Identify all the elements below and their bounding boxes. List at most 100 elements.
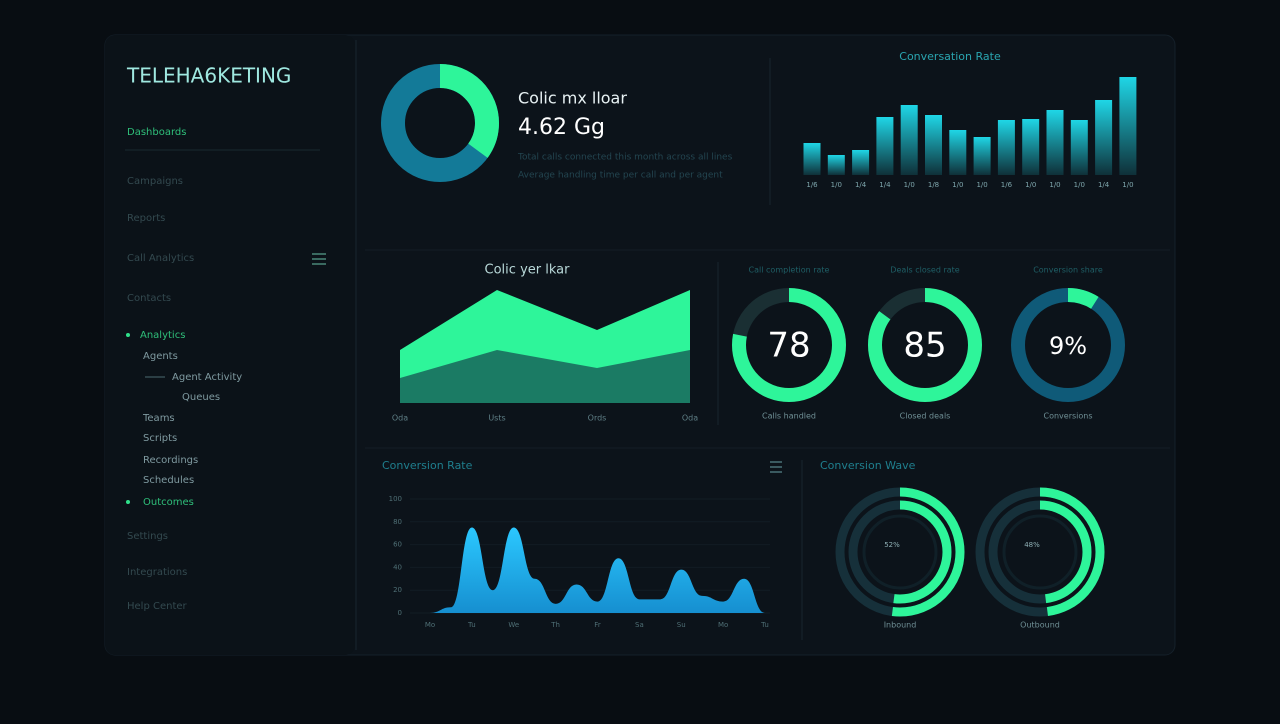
gauge-arc: [381, 64, 499, 182]
x-tick-label: Tu: [760, 621, 769, 629]
summary-title: Colic mx lloar: [518, 89, 627, 108]
bar: [852, 150, 870, 175]
gauge-arc: [848, 500, 952, 604]
y-tick-label: 100: [389, 495, 402, 503]
chart-title: Conversation Rate: [899, 50, 1001, 63]
x-tick-label: Su: [677, 621, 686, 629]
nav-item[interactable]: Scripts: [143, 433, 177, 444]
bar: [973, 137, 991, 175]
x-tick-label: 1/0: [831, 181, 842, 189]
gauge-header: Deals closed rate: [890, 266, 959, 275]
bar: [1022, 119, 1040, 175]
bar: [803, 143, 821, 175]
nav-item[interactable]: Campaigns: [127, 176, 183, 187]
bar: [1070, 120, 1088, 175]
nav-item[interactable]: Settings: [127, 531, 168, 542]
gauge-arc: [1011, 288, 1125, 402]
y-tick-label: 60: [393, 541, 402, 549]
nav-item[interactable]: Dashboards: [127, 127, 186, 138]
x-tick-label: 1/8: [928, 181, 939, 189]
gauge-arc: [835, 487, 965, 617]
bar: [1119, 77, 1137, 175]
ring-label: 48%: [1024, 541, 1040, 549]
gauge-header: Call completion rate: [749, 266, 830, 275]
x-tick-label: 1/4: [855, 181, 867, 189]
bar: [876, 117, 894, 175]
sidebar: [105, 35, 355, 655]
nav-bullet: [126, 333, 130, 337]
bar: [925, 115, 942, 175]
gauge-arc: [868, 288, 982, 402]
x-tick-label: 1/6: [806, 181, 818, 189]
area: [430, 527, 765, 613]
x-tick-label: 1/0: [904, 181, 915, 189]
ring-inner: [1002, 514, 1078, 590]
gauge-caption: Conversions: [1043, 412, 1092, 421]
x-tick-label: 1/0: [976, 181, 987, 189]
ring-inner: [862, 514, 938, 590]
nav-item[interactable]: Agent Activity: [172, 372, 242, 383]
x-tick-label: 1/0: [1074, 181, 1085, 189]
gauge-value: 85: [903, 326, 946, 366]
x-tick-label: Tu: [467, 621, 476, 629]
x-tick-label: Usts: [488, 414, 505, 423]
summary-note: Average handling time per call and per a…: [518, 171, 723, 181]
nav-item[interactable]: Outcomes: [143, 497, 194, 508]
nav-item[interactable]: Analytics: [140, 330, 185, 341]
nav-item[interactable]: Schedules: [143, 475, 194, 486]
menu-icon[interactable]: [312, 253, 326, 265]
gauge-caption: Closed deals: [900, 412, 951, 421]
bar: [949, 130, 967, 175]
x-tick-label: 1/0: [952, 181, 963, 189]
gauge-arc: [975, 487, 1105, 617]
bar: [997, 120, 1015, 175]
x-tick-label: Oda: [392, 414, 408, 423]
nav-item[interactable]: Contacts: [127, 293, 171, 304]
brand: TELEHA6KETING: [126, 64, 291, 88]
gauge-header: Conversion share: [1033, 266, 1103, 275]
nav-bullet: [126, 500, 130, 504]
x-tick-label: Mo: [425, 621, 435, 629]
chart-title: Conversion Wave: [820, 459, 916, 472]
summary-value: 4.62 Gg: [518, 115, 605, 140]
bar: [900, 105, 918, 175]
y-tick-label: 0: [398, 609, 402, 617]
area: [400, 350, 690, 403]
gauge-value: 78: [767, 326, 810, 366]
x-tick-label: Oda: [682, 414, 698, 423]
x-tick-label: Sa: [635, 621, 644, 629]
x-tick-label: 1/0: [1122, 181, 1133, 189]
bar: [1095, 100, 1113, 175]
x-tick-label: 1/6: [1001, 181, 1013, 189]
gauge-caption: Calls handled: [762, 412, 816, 421]
gauge-arc: [732, 288, 846, 402]
nav-item[interactable]: Agents: [143, 351, 178, 362]
y-tick-label: 80: [393, 518, 402, 526]
nav-item[interactable]: Reports: [127, 213, 165, 224]
nav-item[interactable]: Teams: [142, 413, 175, 424]
nav-item[interactable]: Recordings: [143, 455, 198, 466]
chart-title: Colic yer lkar: [485, 263, 571, 278]
nav-item[interactable]: Integrations: [127, 567, 187, 578]
ring-caption: Inbound: [884, 621, 917, 630]
nav-item[interactable]: Queues: [182, 392, 220, 403]
gauge-arc: [988, 500, 1092, 604]
x-tick-label: 1/0: [1049, 181, 1060, 189]
bar: [827, 155, 845, 175]
x-tick-label: 1/4: [1098, 181, 1110, 189]
y-tick-label: 40: [393, 563, 402, 571]
nav-item[interactable]: Help Center: [127, 601, 188, 612]
gauge-value: 9%: [1049, 332, 1087, 360]
x-tick-label: We: [508, 621, 519, 629]
y-tick-label: 20: [393, 586, 402, 594]
x-tick-label: Ords: [588, 414, 607, 423]
ring-caption: Outbound: [1020, 621, 1060, 630]
x-tick-label: Fr: [594, 621, 601, 629]
x-tick-label: Th: [550, 621, 560, 629]
summary-note: Total calls connected this month across …: [517, 153, 733, 163]
x-tick-label: 1/4: [879, 181, 891, 189]
bar: [1046, 110, 1064, 175]
nav-item[interactable]: Call Analytics: [127, 253, 194, 264]
menu-icon[interactable]: [770, 461, 782, 473]
